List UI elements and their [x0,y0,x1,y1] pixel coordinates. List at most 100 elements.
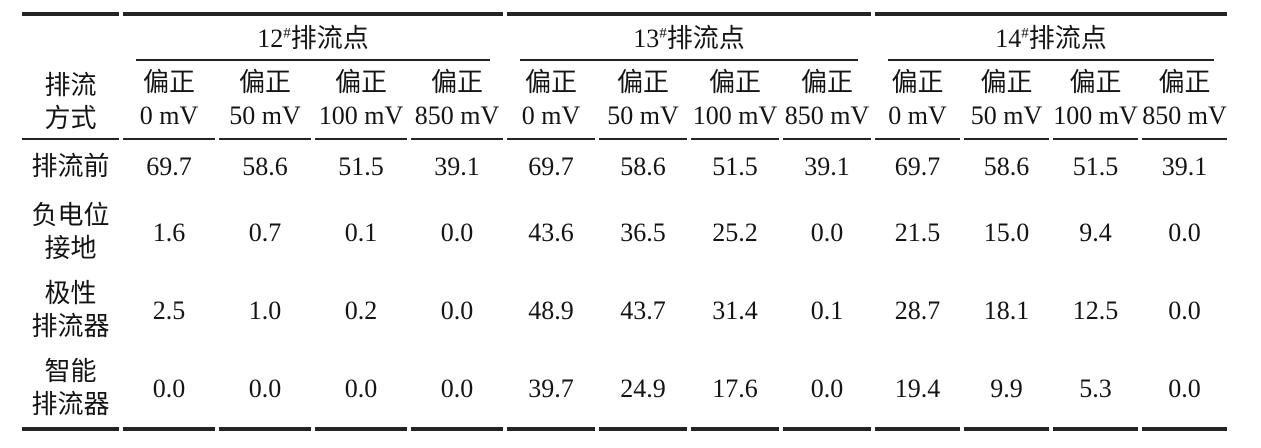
row-label-line1: 智能 [44,357,97,386]
value-cell: 17.6 [691,349,779,431]
bias-label: 偏正 [616,68,669,97]
bias-value: 0 mV [139,101,199,130]
subheader-g14-0mv: 偏正 0 mV [875,61,960,140]
bias-value: 850 mV [1142,101,1227,130]
value-cell: 36.5 [620,217,666,247]
bias-value: 100 mV [1053,101,1138,130]
group-header-13: 13#排流点 [507,12,871,61]
bias-label: 偏正 [334,68,387,97]
value-cell: 58.6 [242,152,288,181]
value-cell: 39.1 [804,152,850,181]
table-row-before-drainage: 排流前 69.7 58.6 51.5 39.1 69.7 58.6 51.5 3… [22,140,1227,193]
row-label: 排流前 [22,140,119,193]
bias-value: 50 mV [229,101,301,130]
value-cell: 19.4 [875,349,960,431]
group-number: 12 [257,24,284,53]
hash-superscript: # [283,25,291,42]
subheader-g12-100mv: 偏正 100 mV [315,61,407,140]
value-cell: 0.1 [810,295,844,325]
value-cell: 1.0 [248,295,282,325]
bias-label: 偏正 [800,68,853,97]
value-cell: 0.1 [344,217,378,247]
value-cell: 69.7 [146,152,192,181]
value-cell: 0.0 [810,217,844,247]
bias-value: 0 mV [888,101,947,130]
bias-label: 偏正 [891,68,944,97]
subheader-g14-850mv: 偏正 850 mV [1142,61,1227,140]
value-cell: 1.6 [152,217,186,247]
bias-label: 偏正 [1158,68,1211,97]
table-row-smart-drainage: 智能 排流器 0.0 0.0 0.0 0.0 39.7 24.9 17.6 0.… [22,349,1227,431]
paper-table-page: 排流 方式 12#排流点 13#排流点 14#排流点 偏正 0 mV [18,12,1231,431]
value-cell: 39.7 [507,349,595,431]
value-cell: 48.9 [528,295,574,325]
group-number: 13 [633,24,660,53]
group-header-row: 排流 方式 12#排流点 13#排流点 14#排流点 [22,12,1227,140]
value-cell: 28.7 [894,295,941,325]
drainage-effect-table: 排流 方式 12#排流点 13#排流点 14#排流点 偏正 0 mV [18,12,1231,431]
bias-label: 偏正 [524,68,577,97]
value-cell: 24.9 [599,349,687,431]
subheader-g13-0mv: 偏正 0 mV [507,61,595,140]
value-cell: 0.0 [1142,349,1227,431]
value-cell: 18.1 [983,295,1030,325]
subheader-g12-0mv: 偏正 0 mV [123,61,215,140]
value-cell: 43.7 [620,295,666,325]
value-cell: 51.5 [1072,152,1119,181]
bias-value: 100 mV [692,101,778,130]
value-cell: 0.2 [344,295,378,325]
bias-value: 100 mV [318,101,404,130]
subheader-g13-850mv: 偏正 850 mV [783,61,871,140]
value-cell: 69.7 [528,152,574,181]
value-cell: 69.7 [894,152,941,181]
row-label-line2: 接地 [44,234,97,263]
value-cell: 39.1 [1161,152,1208,181]
value-cell: 0.0 [1168,217,1201,247]
bias-label: 偏正 [980,68,1033,97]
value-cell: 0.0 [440,295,474,325]
value-cell: 12.5 [1072,295,1119,325]
bias-label: 偏正 [708,68,761,97]
value-cell: 0.0 [783,349,871,431]
value-cell: 0.0 [123,349,215,431]
value-cell: 0.0 [315,349,407,431]
bias-value: 850 mV [784,101,870,130]
bias-value: 850 mV [414,101,500,130]
hash-superscript: # [659,25,667,42]
row-label-line1: 极性 [44,279,97,308]
group-header-14: 14#排流点 [875,12,1227,61]
value-cell: 58.6 [983,152,1030,181]
subheader-g12-850mv: 偏正 850 mV [411,61,503,140]
value-cell: 0.0 [219,349,311,431]
row-label-line1: 负电位 [31,201,110,230]
subheader-g12-50mv: 偏正 50 mV [219,61,311,140]
subheader-g14-50mv: 偏正 50 mV [964,61,1049,140]
value-cell: 31.4 [712,295,758,325]
value-cell: 0.0 [411,349,503,431]
group-suffix: 排流点 [666,24,745,53]
row-label: 智能 排流器 [22,349,119,431]
row-label: 负电位 接地 [22,193,119,271]
bias-value: 50 mV [607,101,679,130]
table-row-negative-potential-grounding: 负电位 接地 1.6 0.7 0.1 0.0 43.6 36.5 25.2 0.… [22,193,1227,271]
value-cell: 39.1 [434,152,480,181]
hash-superscript: # [1021,25,1029,42]
bias-label: 偏正 [1069,68,1122,97]
value-cell: 0.0 [440,217,474,247]
value-cell: 51.5 [338,152,384,181]
corner-line-1: 排流 [44,71,97,100]
table-row-polarity-drainage: 极性 排流器 2.5 1.0 0.2 0.0 48.9 43.7 31.4 0.… [22,271,1227,349]
group-suffix: 排流点 [290,24,369,53]
bias-value: 50 mV [970,101,1043,130]
row-label-line1: 排流前 [31,152,110,181]
value-cell: 9.9 [964,349,1049,431]
value-cell: 58.6 [620,152,666,181]
corner-header-cell: 排流 方式 [22,12,119,140]
subheader-g13-100mv: 偏正 100 mV [691,61,779,140]
bias-label: 偏正 [430,68,483,97]
corner-line-2: 方式 [44,104,97,133]
value-cell: 43.6 [528,217,574,247]
value-cell: 0.0 [1168,295,1201,325]
value-cell: 51.5 [712,152,758,181]
bias-value: 0 mV [521,101,581,130]
